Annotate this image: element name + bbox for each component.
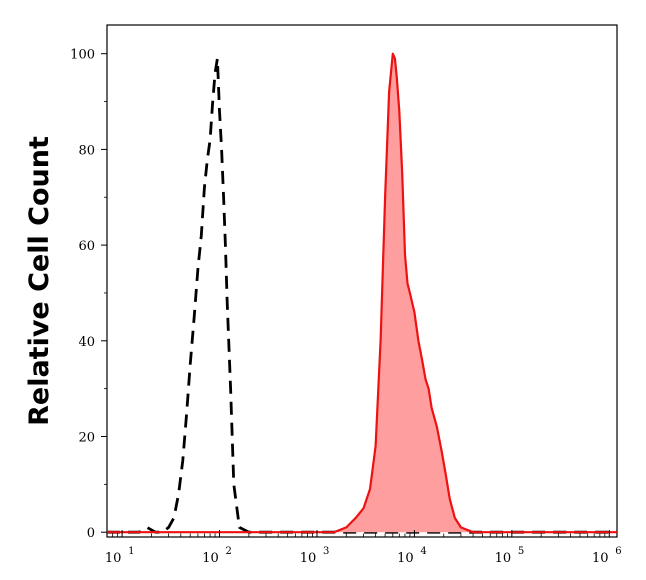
x-tick-label-1: 10 bbox=[202, 551, 219, 566]
x-tick-label-exp-3: 4 bbox=[420, 546, 426, 557]
x-tick-label-4: 10 bbox=[495, 551, 512, 566]
x-tick-label-exp-2: 3 bbox=[323, 546, 329, 557]
x-tick-label-3: 10 bbox=[397, 551, 414, 566]
y-tick-label-0: 0 bbox=[87, 526, 95, 541]
series-1-line bbox=[107, 52, 617, 534]
y-tick-label-1: 20 bbox=[78, 431, 95, 446]
x-tick-label-0: 10 bbox=[105, 551, 122, 566]
x-tick-label-2: 10 bbox=[300, 551, 317, 566]
y-tick-label-4: 80 bbox=[78, 143, 95, 158]
y-tick-label-3: 60 bbox=[78, 239, 95, 254]
x-tick-label-exp-5: 6 bbox=[615, 546, 621, 557]
plot-area bbox=[106, 24, 618, 538]
x-tick-label-5: 10 bbox=[592, 551, 609, 566]
x-tick-label-exp-0: 1 bbox=[128, 546, 134, 557]
x-tick-label-exp-1: 2 bbox=[226, 546, 232, 557]
y-tick-label-5: 100 bbox=[70, 48, 95, 63]
y-tick-label-2: 40 bbox=[78, 335, 95, 350]
series-0-line bbox=[107, 57, 617, 534]
y-axis-label: Relative Cell Count bbox=[24, 136, 55, 426]
x-tick-label-exp-4: 5 bbox=[518, 546, 524, 557]
